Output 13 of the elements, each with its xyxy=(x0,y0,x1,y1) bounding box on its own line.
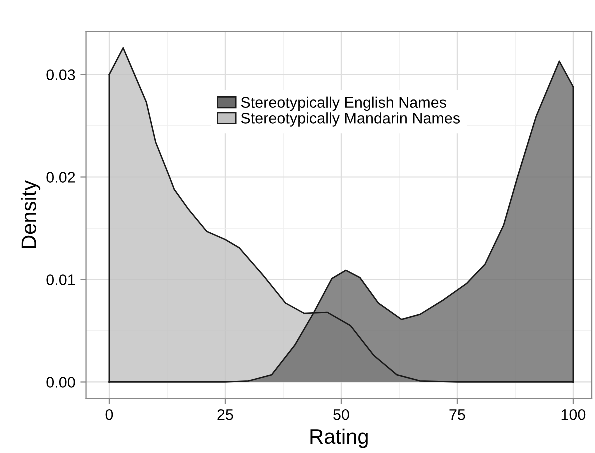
y-tick-label: 0.00 xyxy=(46,377,76,388)
x-tick-label: 25 xyxy=(218,409,234,420)
y-axis-title: Density xyxy=(21,180,41,248)
y-tick-label: 0.01 xyxy=(46,274,76,286)
legend-label: Stereotypically Mandarin Names xyxy=(241,112,460,127)
x-tick-label: 100 xyxy=(562,409,586,420)
x-tick-label: 0 xyxy=(106,409,114,420)
x-tick-label: 75 xyxy=(450,410,466,420)
y-tick-label: 0.02 xyxy=(46,172,76,183)
x-tick-label: 50 xyxy=(334,409,350,420)
x-axis-title: Rating xyxy=(310,428,368,448)
y-tick-label: 0.03 xyxy=(46,70,76,80)
legend-label: Stereotypically English Names xyxy=(241,96,446,112)
